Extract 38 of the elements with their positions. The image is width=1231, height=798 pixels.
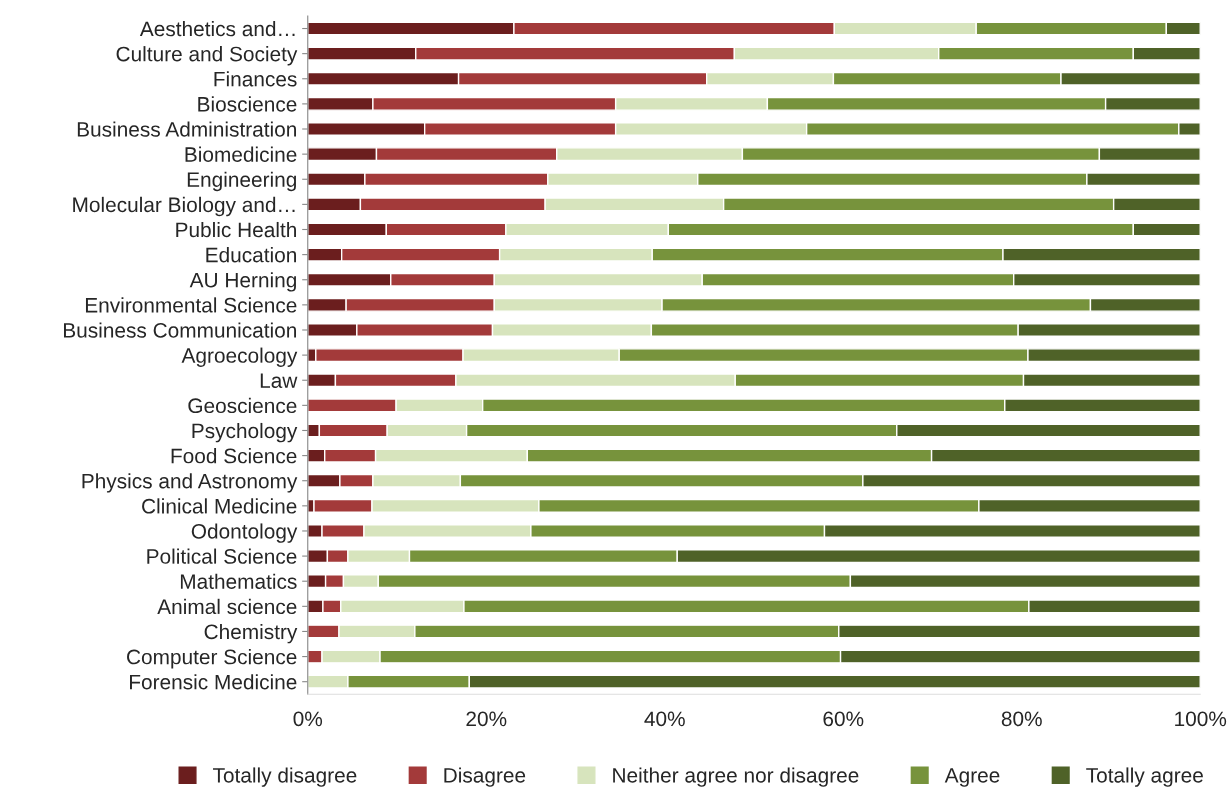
y-tick-label: Law: [260, 373, 298, 388]
y-tick-label: Culture and Society: [116, 46, 298, 66]
x-tick-label: 100%: [1175, 711, 1227, 727]
y-tick-label: Bioscience: [198, 96, 297, 112]
y-tick-label: Geoscience: [188, 397, 297, 414]
y-tick-label: Engineering: [187, 171, 296, 192]
y-tick-label: Forensic Medicine: [130, 674, 297, 690]
legend-label: Disagree: [444, 767, 526, 787]
y-tick-label: Physics and Astronomy: [82, 473, 298, 493]
legend-label: Totally disagree: [213, 767, 357, 787]
y-tick-label: Aesthetics and…: [139, 20, 295, 37]
x-tick-label: 0%: [293, 711, 323, 727]
y-tick-label: Clinical Medicine: [142, 498, 297, 514]
x-tick-label: 20%: [466, 711, 507, 727]
y-tick-label: Agroecology: [181, 347, 298, 367]
x-tick-label: 60%: [823, 711, 864, 727]
y-tick-label: Education: [206, 247, 296, 263]
y-tick-label: Public Health: [176, 221, 296, 238]
y-tick-label: Mathematics: [180, 573, 297, 589]
y-tick-label: AU Herning: [189, 272, 296, 292]
y-tick-label: Chemistry: [204, 623, 298, 644]
y-tick-label: Odontology: [191, 523, 298, 543]
y-tick-label: Political Science: [147, 548, 297, 564]
legend-label: Totally agree: [1086, 767, 1203, 787]
x-tick-label: 80%: [1001, 711, 1042, 727]
y-tick-label: Food Science: [171, 448, 297, 464]
legend-label: Neither agree nor disagree: [613, 767, 859, 787]
y-tick-label: Animal science: [157, 598, 297, 615]
x-tick-label: 40%: [644, 711, 685, 727]
y-tick-label: Finances: [214, 71, 297, 87]
legend-label: Agree: [944, 768, 1000, 787]
y-tick-label: Biomedicine: [185, 146, 297, 162]
y-tick-label: Environmental Science: [85, 297, 297, 313]
y-tick-label: Molecular Biology and…: [73, 196, 295, 217]
y-tick-label: Business Communication: [64, 322, 296, 338]
y-tick-label: Psychology: [192, 422, 298, 443]
y-tick-label: Computer Science: [127, 649, 297, 669]
y-tick-label: Business Administration: [77, 121, 296, 137]
